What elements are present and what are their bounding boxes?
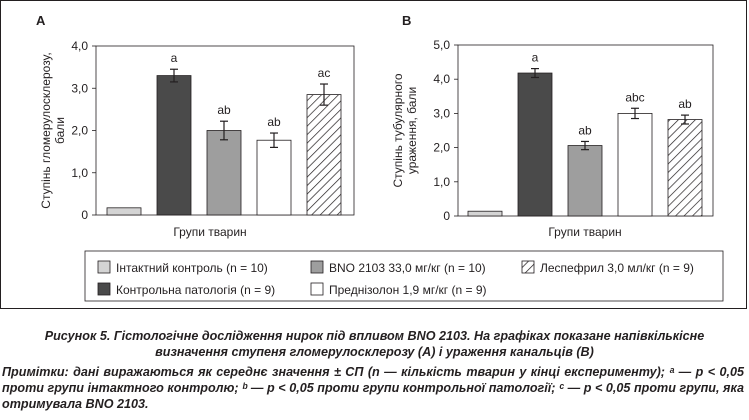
bar-annotation: ab [217,103,231,117]
bar [617,113,653,217]
bar-annotation: ab [267,115,281,129]
legend-swatch [310,260,324,274]
panel-letter: B [402,13,411,28]
y-axis-label: Ступінь тубулярногоураження, бали [391,73,419,187]
bar [156,75,192,216]
y-tick-label: 1,0 [71,166,88,180]
y-tick-label: 4,0 [433,72,450,86]
legend-swatch [521,260,535,274]
figure-caption-title: Рисунок 5. Гістологічне дослідження ниро… [0,328,749,360]
bar-annotation: abc [625,90,644,104]
bar [567,145,603,217]
bar [256,139,292,216]
y-tick-label: 4,0 [71,39,88,53]
bar-annotation: a [532,51,539,65]
bar [206,130,242,216]
y-tick-label: 3,0 [433,106,450,120]
legend-label: Інтактний контроль (n = 10) [116,261,268,275]
y-tick-label: 5,0 [433,38,450,52]
legend-swatch [310,282,324,296]
bar-annotation: ac [318,66,331,80]
y-tick-label: 2,0 [433,141,450,155]
y-tick-label: 2,0 [71,124,88,138]
y-tick-label: 0 [81,208,88,222]
chart-panel-a: А 4,0 3,0 2,0 1,0 0 Ступінь гломерулосклерозу,… [36,13,355,239]
legend-label: Контрольна патологія (n = 9) [116,283,275,297]
legend-label: Леспефрил 3,0 мл/кг (n = 9) [540,261,694,275]
bar [306,94,342,216]
bar [106,207,142,216]
y-axis-label: Ступінь гломерулосклерозу,бали [39,52,67,208]
bar [517,72,553,217]
y-tick-label: 3,0 [71,81,88,95]
chart-panel-b: B 5,0 4,0 3,0 2,0 1,0 0 Ступінь тубулярногоураж… [391,13,714,239]
bar-annotation: ab [578,123,592,137]
bar [667,119,703,217]
legend: Інтактний контроль (n = 10) Контрольна па… [84,250,724,302]
y-tick-label: 1,0 [433,175,450,189]
figure-frame [0,0,747,309]
legend-label: BNO 2103 33,0 мг/кг (n = 10) [329,261,486,275]
caption-title-line-2: визначення ступеня гломерулосклерозу (А)… [155,345,594,359]
figure-caption-note: Примітки: дані виражаються як середнє зн… [2,365,744,411]
caption-title-line-1: Рисунок 5. Гістологічне дослідження ниро… [44,329,705,343]
legend-label: Преднізолон 1,9 мг/кг (n = 9) [329,283,487,297]
bar-annotation: ab [678,97,692,111]
panel-letter: А [36,13,46,28]
y-tick-label: 0 [443,209,450,223]
legend-swatch [97,260,111,274]
x-axis-label: Групи тварин [173,225,246,239]
legend-box [84,250,724,302]
bar-annotation: a [171,51,178,65]
bar [467,210,503,217]
legend-swatch [97,282,111,296]
x-axis-label: Групи тварин [548,225,621,239]
